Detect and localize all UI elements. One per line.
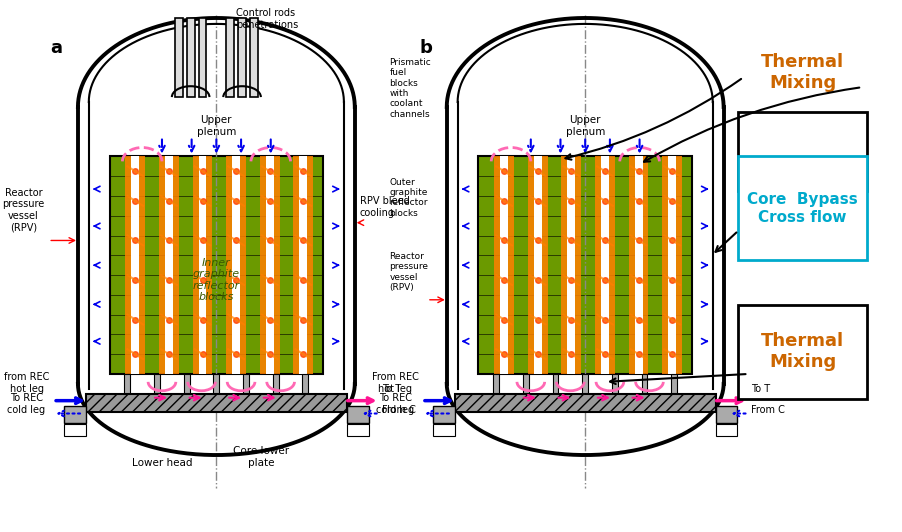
- Bar: [478, 156, 691, 374]
- Bar: [738, 156, 866, 260]
- Bar: [346, 425, 368, 436]
- Bar: [500, 156, 508, 374]
- Bar: [232, 156, 240, 374]
- Bar: [192, 156, 212, 374]
- Bar: [213, 374, 219, 394]
- Bar: [522, 374, 529, 394]
- Bar: [493, 156, 513, 374]
- Bar: [64, 425, 86, 436]
- Bar: [432, 405, 455, 423]
- Bar: [131, 156, 139, 374]
- Bar: [612, 374, 617, 394]
- Text: To REC
cold leg: To REC cold leg: [376, 393, 414, 414]
- Bar: [533, 156, 541, 374]
- Bar: [667, 156, 676, 374]
- Bar: [86, 394, 346, 412]
- Bar: [293, 156, 313, 374]
- Bar: [634, 156, 642, 374]
- Text: From C: From C: [382, 404, 416, 414]
- Text: b: b: [419, 39, 431, 56]
- Bar: [226, 156, 245, 374]
- Bar: [198, 156, 207, 374]
- Bar: [528, 156, 547, 374]
- Text: Thermal
Mixing: Thermal Mixing: [760, 332, 843, 371]
- Bar: [738, 305, 866, 398]
- Bar: [640, 374, 647, 394]
- Bar: [715, 425, 737, 436]
- Bar: [492, 374, 499, 394]
- Bar: [455, 394, 715, 412]
- Bar: [154, 374, 160, 394]
- Bar: [165, 156, 172, 374]
- Text: Upper
plenum: Upper plenum: [197, 115, 235, 137]
- Bar: [432, 425, 455, 436]
- Text: RPV bleed
cooling: RPV bleed cooling: [359, 196, 409, 218]
- Bar: [299, 156, 307, 374]
- Bar: [566, 156, 575, 374]
- Bar: [125, 156, 145, 374]
- Bar: [594, 156, 614, 374]
- Bar: [302, 374, 308, 394]
- Bar: [187, 18, 195, 97]
- Bar: [552, 374, 557, 394]
- Bar: [183, 374, 189, 394]
- Bar: [226, 18, 234, 97]
- Bar: [738, 112, 866, 191]
- Text: Prismatic
fuel
blocks
with
coolant
channels: Prismatic fuel blocks with coolant chann…: [389, 58, 430, 119]
- Bar: [715, 405, 737, 423]
- Text: To T: To T: [750, 384, 769, 394]
- Bar: [670, 374, 676, 394]
- Text: a: a: [51, 39, 62, 56]
- Text: From REC
hot leg: From REC hot leg: [372, 372, 419, 394]
- Text: Reactor
pressure
vessel
(RPV): Reactor pressure vessel (RPV): [3, 188, 44, 232]
- Bar: [64, 405, 86, 423]
- Bar: [346, 405, 368, 423]
- Bar: [561, 156, 581, 374]
- Bar: [260, 156, 280, 374]
- Bar: [265, 156, 273, 374]
- Bar: [272, 374, 279, 394]
- Bar: [628, 156, 648, 374]
- Bar: [250, 18, 258, 97]
- Bar: [124, 374, 130, 394]
- Bar: [175, 18, 182, 97]
- Text: Inner
graphite
reflector
blocks: Inner graphite reflector blocks: [192, 257, 240, 302]
- Text: Reactor
pressure
vessel
(RPV): Reactor pressure vessel (RPV): [389, 252, 428, 292]
- Bar: [198, 18, 207, 97]
- Text: Upper
plenum: Upper plenum: [565, 115, 604, 137]
- Text: From C: From C: [750, 404, 785, 414]
- Bar: [159, 156, 179, 374]
- Bar: [582, 374, 587, 394]
- Text: Lower head: Lower head: [132, 458, 192, 468]
- Text: To T: To T: [382, 384, 401, 394]
- Bar: [238, 18, 245, 97]
- Text: Outer
graphite
reflector
blocks: Outer graphite reflector blocks: [389, 178, 428, 218]
- Text: Control rods
penetrations: Control rods penetrations: [236, 9, 298, 30]
- Bar: [601, 156, 608, 374]
- Bar: [661, 156, 681, 374]
- Bar: [243, 374, 249, 394]
- Bar: [109, 156, 323, 374]
- Text: Thermal
Mixing: Thermal Mixing: [760, 53, 843, 92]
- Text: from REC
hot leg: from REC hot leg: [4, 372, 49, 394]
- Text: To REC
cold leg: To REC cold leg: [7, 393, 45, 414]
- Text: Core lower
plate: Core lower plate: [233, 446, 289, 468]
- Text: Core  Bypass
Cross flow: Core Bypass Cross flow: [747, 192, 857, 225]
